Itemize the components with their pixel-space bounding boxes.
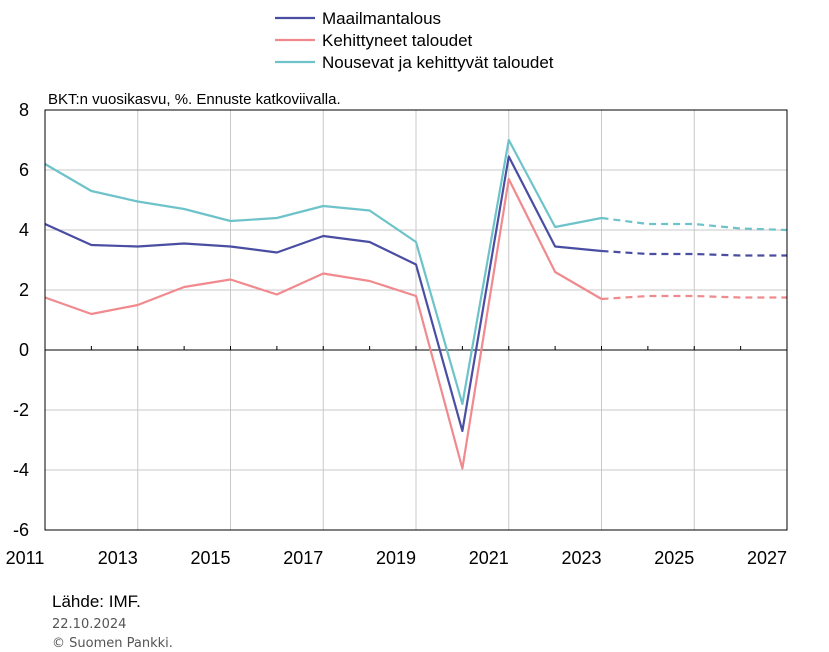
y-tick-label: 8	[19, 100, 29, 120]
series-line-0-actual	[44, 155, 602, 433]
y-tick-label: -4	[13, 460, 29, 480]
series-line-0-forecast	[601, 249, 787, 257]
chart-grid	[44, 109, 788, 531]
x-tick-label: 2027	[747, 548, 787, 568]
legend-label-2: Nousevat ja kehittyvät taloudet	[322, 53, 554, 72]
x-tick-label: 2017	[283, 548, 323, 568]
x-tick-label: 2021	[469, 548, 509, 568]
copyright-note: © Suomen Pankki.	[52, 636, 173, 651]
series-line-2-actual	[44, 138, 602, 406]
legend-label-0: Maailmantalous	[322, 9, 441, 28]
y-tick-label: 4	[19, 220, 29, 240]
chart-note: BKT:n vuosikasvu, %. Ennuste katkoviival…	[48, 91, 341, 108]
x-tick-label: 2025	[654, 548, 694, 568]
chart-legend: Maailmantalous Kehittyneet taloudet Nousev…	[275, 9, 554, 72]
y-tick-label: -6	[13, 520, 29, 540]
legend-label-1: Kehittyneet taloudet	[322, 31, 473, 50]
y-tick-label: 2	[19, 280, 29, 300]
y-tick-label: -2	[13, 400, 29, 420]
y-axis-ticks: -6 -4 -2 0 2 4 6 8	[13, 100, 29, 540]
y-tick-label: 6	[19, 160, 29, 180]
x-tick-label: 2011	[6, 548, 45, 568]
y-tick-label: 0	[19, 340, 29, 360]
series-line-1-forecast	[601, 294, 787, 301]
x-axis-ticks: 2011 2013 2015 2017 2019 2021 2023 2025 2027	[6, 548, 787, 568]
plot-frame	[44, 109, 788, 531]
date-stamp: 22.10.2024	[52, 617, 127, 632]
source-note: Lähde: IMF.	[52, 592, 141, 611]
x-tick-label: 2019	[376, 548, 416, 568]
x-tick-label: 2023	[561, 548, 601, 568]
x-tick-label: 2013	[98, 548, 138, 568]
x-tick-label: 2015	[190, 548, 230, 568]
chart-series	[44, 138, 788, 470]
series-line-1-actual	[44, 177, 603, 470]
